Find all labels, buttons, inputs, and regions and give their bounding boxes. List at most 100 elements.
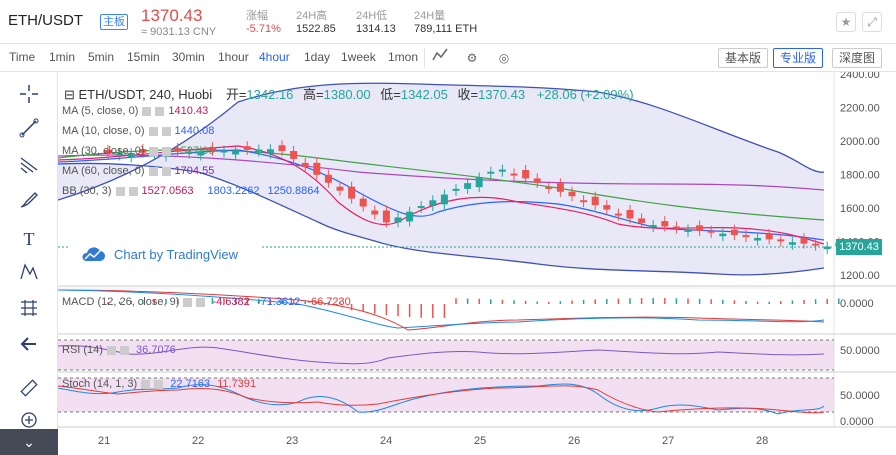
close-icon[interactable]	[155, 106, 165, 116]
macd-histogram-bar	[791, 300, 794, 304]
close-icon[interactable]	[154, 379, 164, 389]
macd-histogram-bar	[780, 301, 782, 304]
chart-type-icon[interactable]	[430, 48, 450, 68]
price-axis-label: 2000.00	[840, 136, 880, 148]
collapse-icon[interactable]: ⊟	[64, 87, 79, 102]
cloud-icon	[82, 247, 105, 261]
candle-body	[208, 147, 216, 151]
date-axis-label: 27	[662, 435, 674, 447]
tf-1hour[interactable]: 1hour	[218, 50, 249, 64]
settings-icon[interactable]: ⚙	[466, 51, 478, 65]
star-icon[interactable]: ★	[836, 12, 856, 32]
last-price: 1370.43	[141, 6, 203, 25]
close-icon[interactable]	[161, 166, 171, 176]
tf-1day[interactable]: 1day	[304, 50, 331, 64]
ma5-line	[58, 145, 825, 245]
close-icon[interactable]	[161, 146, 171, 156]
pattern-icon[interactable]	[14, 262, 44, 288]
close-icon[interactable]	[119, 345, 129, 355]
macd-histogram-bar	[165, 299, 167, 304]
text-tool-icon[interactable]: T	[23, 229, 35, 249]
legend-macd[interactable]: MACD (12, 26, close, 9) -4.6382 -71.3612…	[62, 296, 351, 308]
tf-1week[interactable]: 1week	[341, 50, 376, 64]
legend-ma5[interactable]: MA (5, close, 0) 1410.43	[62, 105, 209, 117]
macd-histogram-bar	[675, 298, 678, 304]
depth-chart-button[interactable]: 深度图	[832, 48, 883, 68]
measure-icon[interactable]	[14, 298, 44, 324]
collapse-toolbar-icon[interactable]: ⌄	[0, 429, 58, 455]
date-axis-label: 21	[98, 435, 110, 447]
tf-15min[interactable]: 15min	[127, 50, 160, 64]
brush-icon[interactable]	[14, 190, 44, 216]
price-axis-label: 2400.00	[840, 72, 880, 81]
ruler-icon[interactable]	[14, 378, 44, 404]
trend-line-icon[interactable]	[14, 118, 44, 144]
drawing-toolbar: T ⌄	[0, 72, 58, 455]
candle-body	[661, 221, 669, 227]
candle-body	[730, 229, 738, 236]
tf-time[interactable]: Time	[9, 50, 36, 64]
candle-body	[382, 210, 390, 223]
stoch-band	[58, 378, 834, 412]
ohlc-close: 1370.43	[478, 87, 526, 102]
legend-rsi[interactable]: RSI (14) 36.7076	[62, 344, 176, 356]
candle-body	[556, 183, 564, 192]
legend-ma60[interactable]: MA (60, close, 0) 1704.55	[62, 165, 215, 177]
legend-ma30[interactable]: MA (30, close, 0) 1527.06	[62, 145, 215, 157]
settings-icon[interactable]	[148, 166, 158, 176]
settings-icon[interactable]	[141, 379, 151, 389]
zoom-in-icon[interactable]	[14, 410, 44, 436]
fullscreen-icon[interactable]: ⤢	[862, 12, 882, 32]
close-icon[interactable]	[128, 186, 138, 196]
settings-icon[interactable]	[142, 106, 152, 116]
ticker-header: ETH/USDT 主板 1370.43 ≈ 9031.13 CNY 涨幅 -5.…	[0, 0, 896, 44]
settings-icon[interactable]	[183, 297, 193, 307]
close-icon[interactable]	[196, 297, 206, 307]
tf-30min[interactable]: 30min	[172, 50, 205, 64]
tf-1min[interactable]: 1min	[49, 50, 76, 64]
candle-body	[498, 169, 506, 172]
settings-icon[interactable]	[148, 146, 158, 156]
price-axis-label: 2200.00	[840, 103, 880, 115]
macd-histogram-bar	[664, 298, 666, 304]
version-pro-button[interactable]: 专业版	[773, 48, 824, 68]
legend-stoch[interactable]: Stoch (14, 1, 3) 22.7163 11.7391	[62, 378, 257, 390]
toolbar-divider	[424, 48, 425, 68]
stat-volume: 24H量 789,111 ETH	[414, 10, 478, 35]
crosshair-icon[interactable]	[14, 84, 44, 110]
version-basic-button[interactable]: 基本版	[718, 48, 769, 68]
macd-histogram-bar	[362, 304, 364, 313]
settings-icon[interactable]	[148, 126, 158, 136]
macd-histogram-bar	[722, 299, 724, 304]
macd-histogram-bar	[455, 298, 457, 304]
macd-histogram-bar	[548, 301, 550, 304]
pitchfork-icon[interactable]	[14, 154, 44, 180]
stoch-axis-bottom-label: 0.0000	[840, 416, 874, 428]
price-chart[interactable]: 2400.002200.002000.001800.001600.001400.…	[58, 72, 896, 455]
chart-header: ⊟ ETH/USDT, 240, Huobi 开=1342.16 高=1380.…	[64, 87, 634, 102]
tradingview-logo[interactable]: Chart by TradingView	[70, 238, 260, 272]
close-icon[interactable]	[161, 126, 171, 136]
tf-4hour[interactable]: 4hour	[259, 50, 290, 64]
legend-ma10[interactable]: MA (10, close, 0) 1440.08	[62, 125, 215, 137]
macd-histogram-bar	[420, 304, 422, 318]
candle-body	[127, 153, 135, 158]
candle-body	[290, 150, 298, 159]
settings-icon[interactable]	[106, 345, 116, 355]
tf-1mon[interactable]: 1mon	[388, 50, 419, 64]
macd-histogram-bar	[142, 300, 144, 304]
macd-histogram-bar	[327, 301, 330, 304]
screenshot-icon[interactable]: ◎	[498, 51, 510, 65]
candle-body	[475, 177, 483, 188]
macd-histogram-bar	[269, 299, 272, 304]
legend-bb[interactable]: BB (30, 3) 1527.0563 1803.2262 1250.8864	[62, 185, 320, 197]
back-arrow-icon[interactable]	[14, 334, 44, 360]
settings-icon[interactable]	[115, 186, 125, 196]
macd-histogram-bar	[443, 304, 446, 318]
tf-5min[interactable]: 5min	[88, 50, 115, 64]
candle-body	[324, 174, 332, 183]
candle-body	[336, 186, 344, 191]
candle-body	[440, 194, 448, 205]
candle-body	[174, 148, 182, 152]
candle-body	[684, 229, 692, 232]
